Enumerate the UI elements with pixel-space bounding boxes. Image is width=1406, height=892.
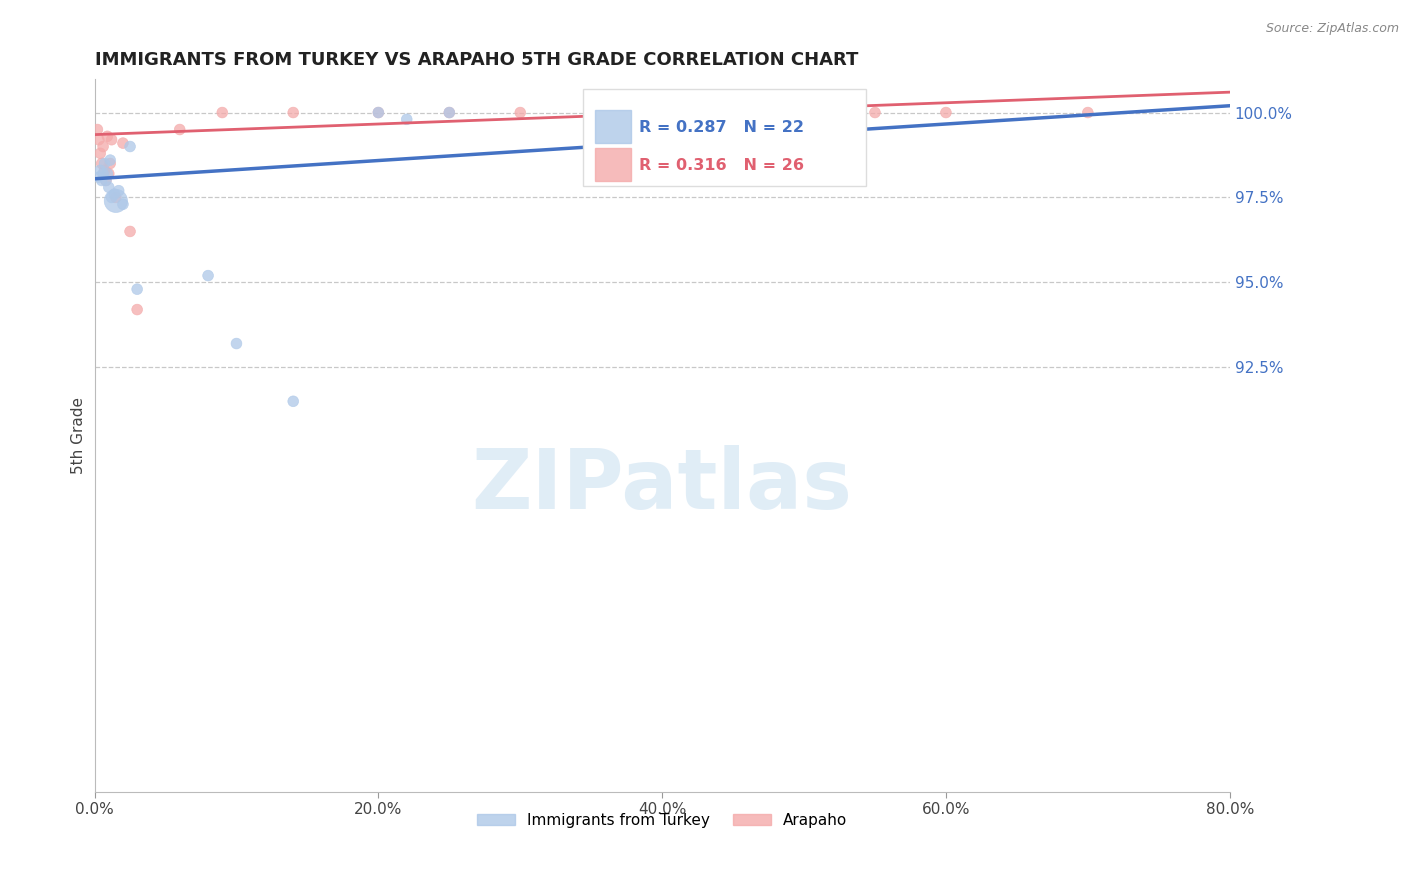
Text: R = 0.316   N = 26: R = 0.316 N = 26 [640,158,804,173]
Point [118,139,141,153]
Point [127,302,149,317]
Point [509,105,531,120]
Point [93,156,115,170]
Point [87,133,110,147]
FancyBboxPatch shape [595,148,631,181]
Point [935,105,957,120]
Point [96,167,118,181]
Point [367,105,389,120]
Point [98,153,121,167]
FancyBboxPatch shape [582,89,866,186]
Point [89,163,111,178]
Point [863,105,886,120]
Point [197,268,219,283]
Point [87,170,110,185]
Point [96,129,118,144]
Y-axis label: 5th Grade: 5th Grade [72,397,86,474]
Point [127,282,149,296]
Point [98,156,121,170]
Point [169,122,191,136]
Point [103,187,125,202]
Point [90,173,112,187]
Point [100,190,122,204]
Point [111,136,134,150]
Point [395,112,418,127]
Point [97,167,120,181]
Point [97,180,120,194]
Point [90,156,112,170]
Point [651,105,673,120]
Text: Source: ZipAtlas.com: Source: ZipAtlas.com [1265,22,1399,36]
Point [107,184,129,198]
Text: ZIPatlas: ZIPatlas [471,445,852,525]
Text: IMMIGRANTS FROM TURKEY VS ARAPAHO 5TH GRADE CORRELATION CHART: IMMIGRANTS FROM TURKEY VS ARAPAHO 5TH GR… [94,51,858,69]
Legend: Immigrants from Turkey, Arapaho: Immigrants from Turkey, Arapaho [471,807,853,834]
Point [211,105,233,120]
Point [118,224,141,238]
Point [100,133,122,147]
Point [367,105,389,120]
Point [91,167,114,181]
Point [579,105,602,120]
Point [94,173,117,187]
Point [439,105,461,120]
Point [283,394,305,409]
FancyBboxPatch shape [595,110,631,143]
Point [94,173,117,187]
Point [1077,105,1099,120]
Point [104,190,127,204]
Point [111,197,134,211]
Point [86,122,108,136]
Point [93,163,115,178]
Point [89,146,111,161]
Text: R = 0.287   N = 22: R = 0.287 N = 22 [640,120,804,135]
Point [283,105,305,120]
Point [225,336,247,351]
Point [91,139,114,153]
Point [104,194,127,208]
Point [439,105,461,120]
